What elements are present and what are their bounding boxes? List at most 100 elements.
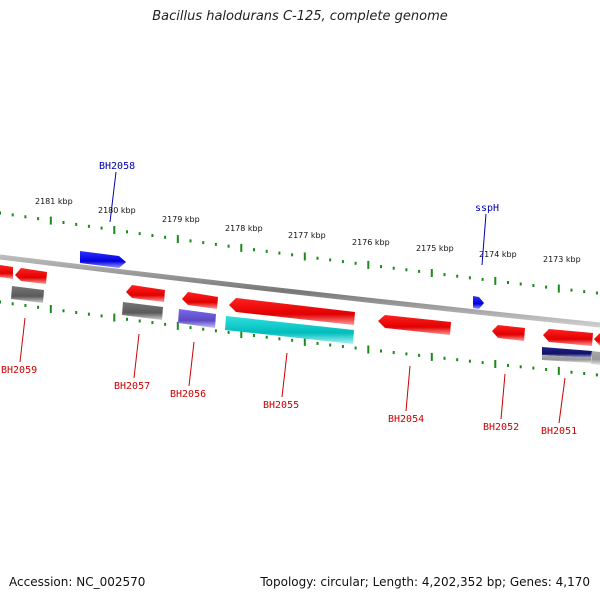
minor-tick [151, 234, 154, 237]
minor-tick [87, 224, 90, 228]
minor-tick [380, 349, 382, 353]
gene-arrow-sspH[interactable] [473, 296, 484, 309]
map-title: Bacillus halodurans C-125, complete geno… [152, 9, 448, 24]
gene-label-BH2054[interactable]: BH2054 [388, 414, 424, 425]
major-tick [49, 305, 52, 313]
minor-tick [138, 232, 141, 236]
minor-tick [405, 268, 408, 272]
minor-tick [481, 277, 484, 281]
inner-scale-ticks [0, 300, 598, 377]
cog-band-BH2059 [11, 286, 44, 303]
minor-tick [227, 244, 230, 248]
major-tick [176, 235, 179, 244]
gene-label-BH2052[interactable]: BH2052 [483, 422, 519, 433]
label-leaders [19, 171, 566, 424]
minor-tick [87, 312, 90, 316]
major-tick [240, 330, 243, 338]
gene-arrow-BH2059[interactable] [15, 268, 47, 284]
minor-tick [443, 356, 446, 360]
gene-arrow-BH2054[interactable] [378, 315, 451, 335]
genome-backbone [0, 254, 600, 328]
major-tick [367, 345, 370, 354]
minor-tick [519, 282, 522, 286]
minor-tick [316, 256, 319, 260]
major-tick [303, 252, 306, 261]
minor-tick [456, 274, 459, 278]
minor-tick [164, 235, 167, 239]
minor-tick [126, 230, 128, 234]
gene-label-BH2056[interactable]: BH2056 [170, 389, 206, 400]
scale-label: 2181 kbp [35, 197, 73, 206]
minor-tick [583, 290, 586, 294]
minor-tick [380, 265, 382, 269]
minor-tick [164, 322, 167, 326]
major-tick [557, 366, 560, 375]
cog-band-BH2055 [225, 316, 354, 344]
minor-tick [316, 341, 319, 345]
cog-band-BH2051-gray [542, 355, 591, 363]
gene-label-BH2051[interactable]: BH2051 [541, 426, 577, 437]
minor-tick [278, 337, 281, 341]
gene-arrow-BH2058[interactable] [80, 251, 126, 268]
minor-tick [253, 334, 255, 338]
minor-tick [507, 281, 509, 284]
forward-genes [80, 251, 484, 309]
minor-tick [11, 213, 14, 217]
gene-arrow-BH2057[interactable] [126, 285, 165, 302]
minor-tick [100, 226, 103, 230]
gene-label-BH2057[interactable]: BH2057 [114, 381, 150, 392]
gene-arrow-BH2051[interactable] [543, 329, 593, 346]
gene-arrow[interactable] [0, 265, 13, 279]
minor-tick [202, 241, 205, 245]
minor-tick [24, 215, 27, 219]
minor-tick [570, 288, 573, 292]
minor-tick [214, 329, 217, 333]
cog-bands [11, 286, 600, 365]
major-tick [240, 243, 243, 252]
scale-label: 2173 kbp [543, 255, 581, 264]
minor-tick [405, 352, 408, 356]
gene-label-BH2058[interactable]: BH2058 [99, 161, 135, 172]
major-tick [494, 360, 497, 368]
minor-tick [532, 284, 535, 287]
leader-BH2058 [109, 171, 117, 223]
gene-label-BH2059[interactable]: BH2059 [1, 365, 37, 376]
leader-BH2055 [281, 352, 288, 398]
minor-tick [151, 321, 154, 325]
minor-tick [341, 260, 344, 264]
topology-summary: Topology: circular; Length: 4,202,352 bp… [260, 575, 590, 589]
leader-BH2059 [19, 317, 26, 363]
major-tick [367, 260, 370, 269]
reverse-genes [0, 265, 600, 346]
cog-band-BH2056 [178, 309, 216, 328]
gene-arrow-BH2052[interactable] [492, 325, 525, 341]
minor-tick [519, 365, 522, 369]
major-tick [303, 337, 306, 346]
cog-band-BH2057 [122, 302, 163, 320]
major-tick [49, 216, 52, 225]
minor-tick [354, 261, 357, 265]
minor-tick [126, 317, 128, 321]
gene-label-sspH[interactable]: sspH [475, 203, 499, 214]
major-tick [494, 276, 497, 285]
minor-tick [418, 269, 421, 273]
leader-BH2056 [188, 341, 195, 387]
scale-label: 2178 kbp [225, 224, 263, 233]
minor-tick [227, 330, 230, 334]
gene-label-BH2055[interactable]: BH2055 [263, 400, 299, 411]
gene-arrow-BH2055[interactable] [229, 298, 355, 325]
minor-tick [570, 370, 573, 374]
minor-tick [202, 327, 205, 331]
gene-arrow[interactable] [594, 333, 600, 346]
minor-tick [11, 302, 14, 306]
gene-arrow-BH2056[interactable] [182, 292, 218, 309]
minor-tick [545, 285, 548, 289]
scale-label: 2177 kbp [288, 231, 326, 240]
minor-tick [100, 314, 103, 318]
major-tick [176, 321, 179, 330]
scale-label: 2176 kbp [352, 238, 390, 247]
minor-tick [418, 353, 421, 357]
minor-tick [468, 359, 471, 363]
major-tick [430, 352, 433, 361]
